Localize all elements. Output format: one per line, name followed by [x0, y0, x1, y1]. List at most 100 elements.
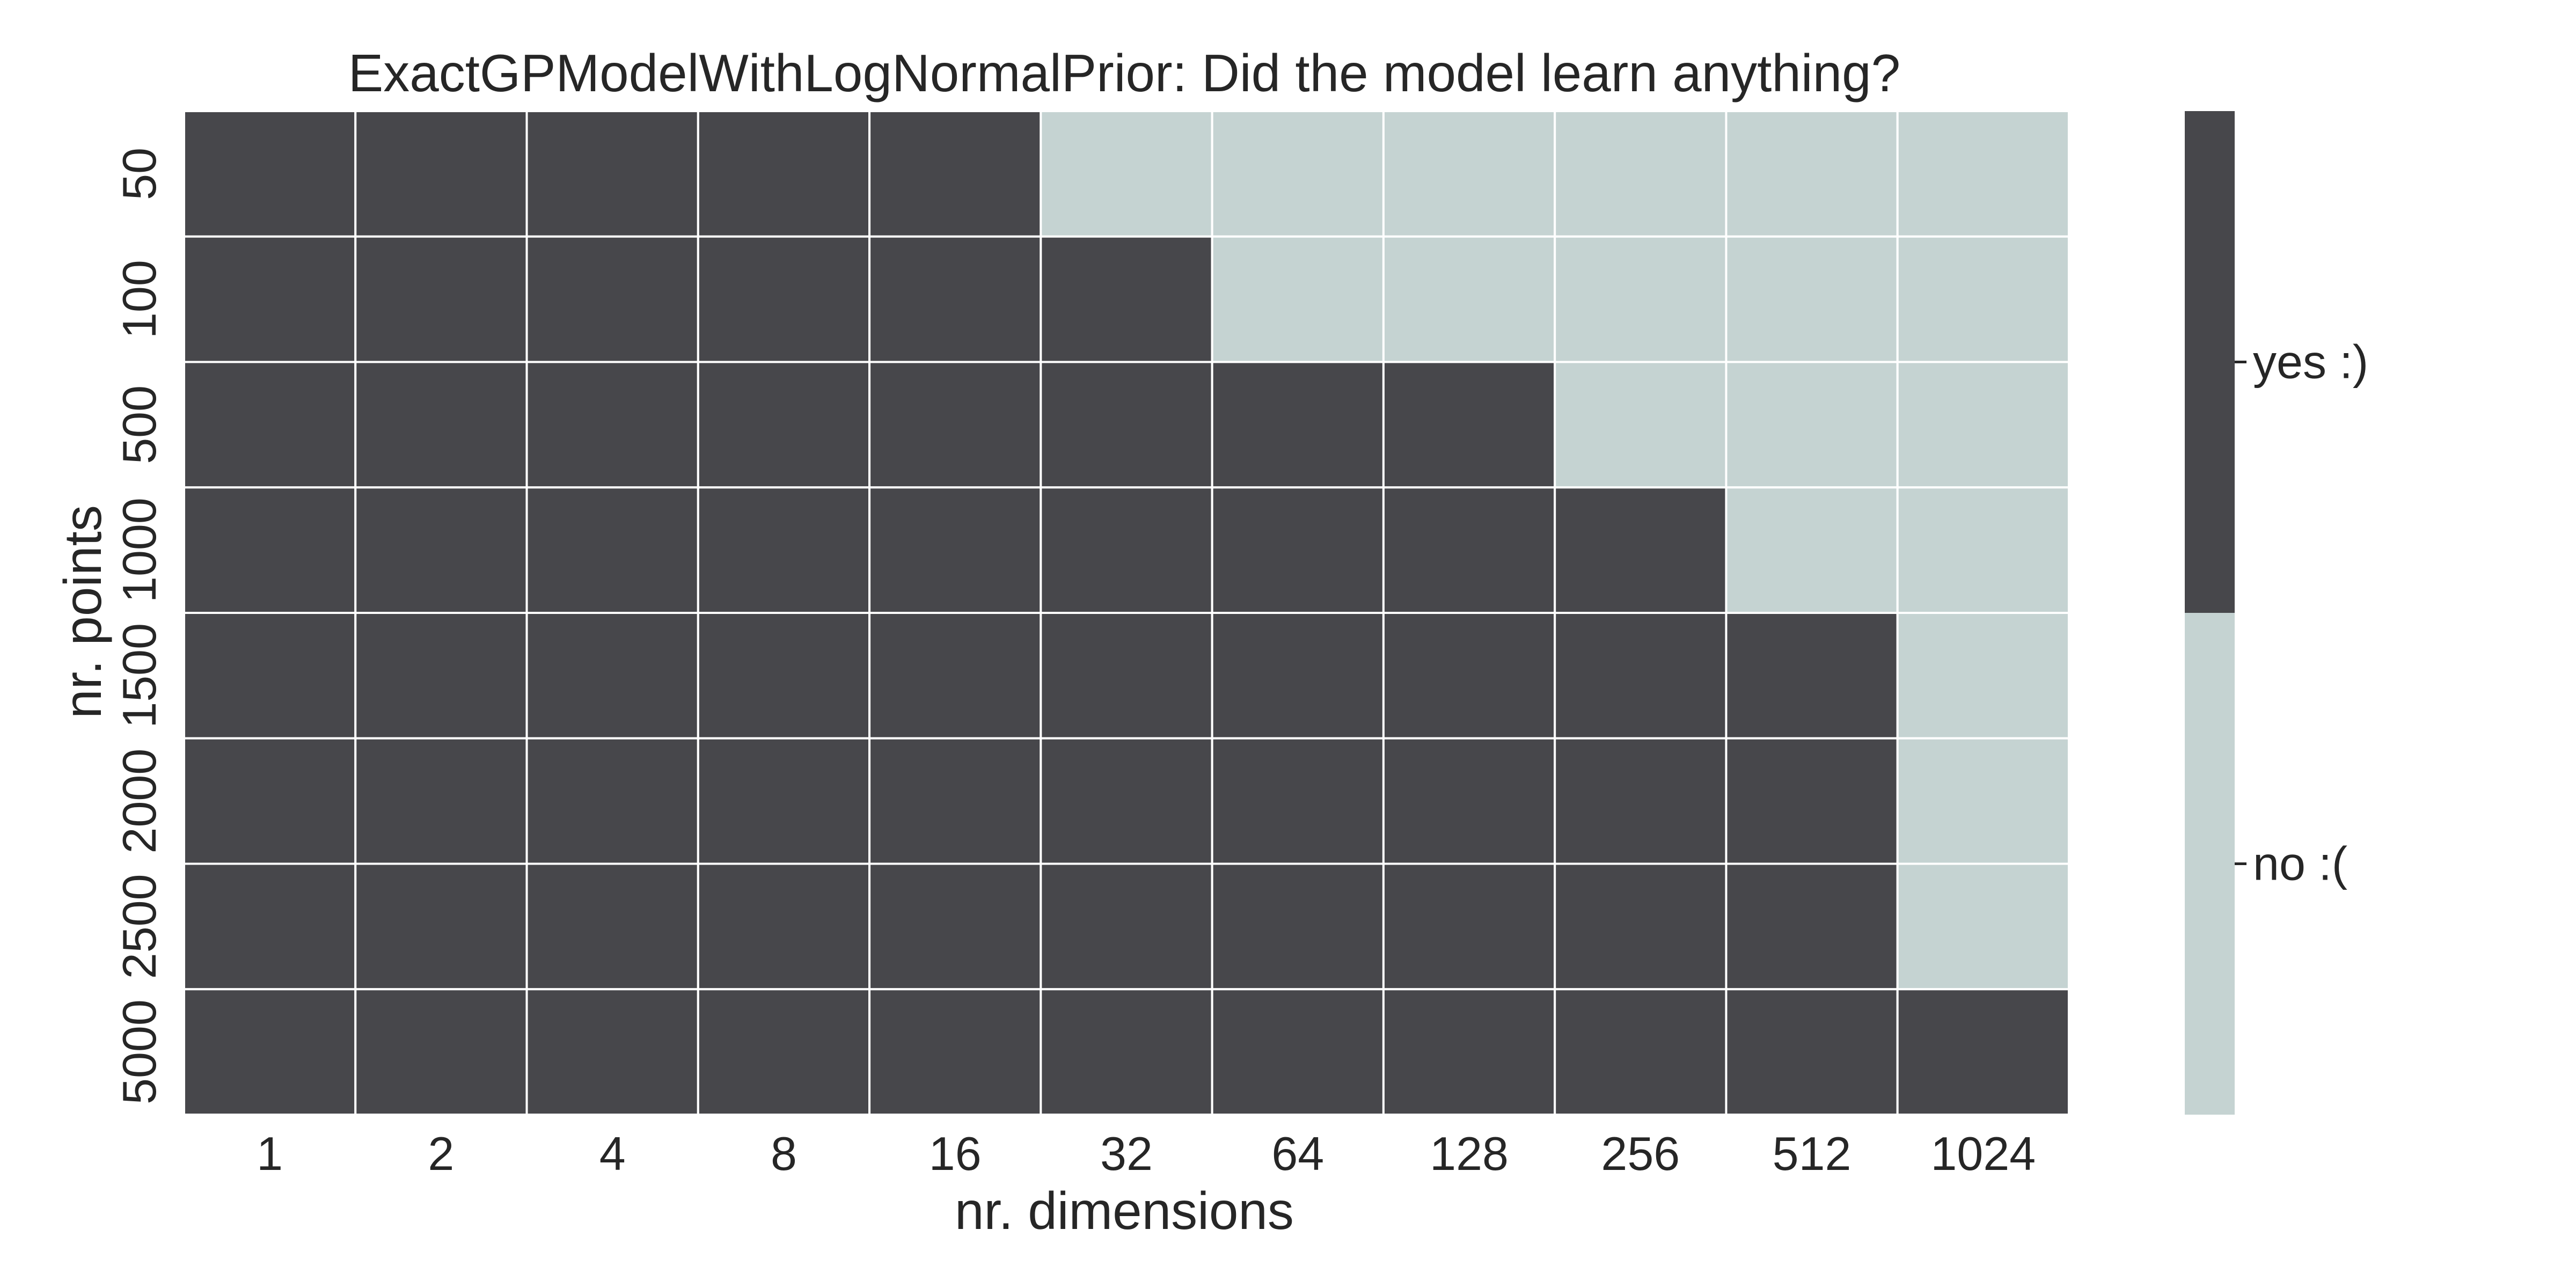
y-tick-label: 50	[113, 148, 166, 200]
heatmap-cell	[525, 235, 699, 363]
heatmap-cell	[1040, 361, 1213, 489]
heatmap-cell	[697, 235, 871, 363]
heatmap-cell	[1725, 612, 1899, 740]
y-tick-labels: 50 100 500 1000 1500 2000 2500 5000	[113, 148, 166, 1104]
heatmap-cell	[1554, 235, 1728, 363]
heatmap-cell	[868, 361, 1042, 489]
heatmap-cell	[1211, 988, 1385, 1116]
heatmap-cell	[868, 862, 1042, 991]
heatmap-cell	[183, 988, 357, 1116]
heatmap-cell	[1382, 235, 1556, 363]
heatmap-cell	[697, 862, 871, 991]
heatmap-cell	[1896, 988, 2070, 1116]
heatmap-cell	[525, 612, 699, 740]
heatmap-cell	[697, 612, 871, 740]
x-tick-label: 1024	[1930, 1127, 2036, 1180]
heatmap-cell	[697, 110, 871, 238]
y-tick-label: 2500	[113, 874, 166, 979]
heatmap-cell	[183, 862, 357, 991]
colorbar-label: no :(	[2253, 837, 2347, 890]
heatmap-cell	[1211, 361, 1385, 489]
x-tick-label: 32	[1100, 1127, 1153, 1180]
heatmap-cell	[1382, 862, 1556, 991]
heatmap-cell	[1896, 361, 2070, 489]
heatmap-cell	[1040, 988, 1213, 1116]
y-tick-label: 500	[113, 385, 166, 464]
colorbar-segment	[2185, 111, 2235, 613]
heatmap-cell	[1211, 486, 1385, 614]
heatmap-cell	[183, 361, 357, 489]
heatmap-cell	[1896, 110, 2070, 238]
heatmap-cell	[1382, 110, 1556, 238]
heatmap-cell	[525, 486, 699, 614]
x-tick-label: 4	[599, 1127, 626, 1180]
heatmap-cell	[1382, 737, 1556, 865]
heatmap-cell	[525, 988, 699, 1116]
heatmap-cell	[1554, 612, 1728, 740]
x-axis-label: nr. dimensions	[955, 1181, 1294, 1240]
heatmap-cell	[1382, 612, 1556, 740]
heatmap-cell	[354, 110, 528, 238]
heatmap-cell	[354, 862, 528, 991]
heatmap-cell	[1040, 612, 1213, 740]
heatmap-cell	[697, 988, 871, 1116]
heatmap-cell	[354, 612, 528, 740]
heatmap-cell	[1725, 235, 1899, 363]
x-tick-label: 512	[1773, 1127, 1851, 1180]
heatmap-cell	[868, 737, 1042, 865]
heatmap-cell	[697, 486, 871, 614]
heatmap-cell	[1382, 486, 1556, 614]
colorbar-segment	[2185, 613, 2235, 1115]
heatmap-cell	[183, 110, 357, 238]
heatmap-cell	[1554, 361, 1728, 489]
heatmap-cell	[1725, 361, 1899, 489]
heatmap-cell	[1554, 110, 1728, 238]
heatmap-cell	[1211, 737, 1385, 865]
heatmap-cell	[1211, 612, 1385, 740]
x-tick-label: 16	[929, 1127, 982, 1180]
x-tick-label: 256	[1601, 1127, 1680, 1180]
heatmap-cell	[1725, 486, 1899, 614]
heatmap-cell	[1211, 110, 1385, 238]
heatmap-cell	[183, 235, 357, 363]
y-tick-label: 1000	[113, 497, 166, 603]
x-tick-label: 64	[1271, 1127, 1324, 1180]
heatmap-cell	[1040, 486, 1213, 614]
heatmap-cell	[1896, 235, 2070, 363]
y-tick-label: 100	[113, 260, 166, 339]
heatmap-cell	[1725, 110, 1899, 238]
heatmap-cell	[525, 361, 699, 489]
heatmap-cell	[1554, 862, 1728, 991]
heatmap-cell	[1554, 988, 1728, 1116]
heatmap-cell	[1040, 737, 1213, 865]
heatmap-cell	[525, 862, 699, 991]
y-tick-label: 1500	[113, 623, 166, 728]
heatmap-cell	[1211, 862, 1385, 991]
x-tick-label: 1	[257, 1127, 283, 1180]
heatmap-cell	[1040, 110, 1213, 238]
heatmap-cell	[1382, 361, 1556, 489]
heatmap-cell	[1725, 862, 1899, 991]
heatmap-cell	[1554, 737, 1728, 865]
heatmap-cell	[1896, 612, 2070, 740]
heatmap-cell	[697, 737, 871, 865]
x-tick-label: 2	[428, 1127, 454, 1180]
heatmap-cell	[354, 361, 528, 489]
heatmap-cell	[868, 486, 1042, 614]
heatmap-cell	[183, 612, 357, 740]
heatmap-cell	[354, 988, 528, 1116]
heatmap-cell	[1040, 235, 1213, 363]
heatmap-cell	[183, 737, 357, 865]
heatmap-cell	[1725, 988, 1899, 1116]
heatmap-cell	[1725, 737, 1899, 865]
x-tick-labels: 1 2 4 8 16 32 64 128 256 512 1024	[257, 1127, 2036, 1180]
heatmap-cell	[1554, 486, 1728, 614]
heatmap-cell	[1896, 486, 2070, 614]
x-tick-label: 128	[1430, 1127, 1509, 1180]
heatmap-cell	[354, 235, 528, 363]
y-tick-label: 5000	[113, 999, 166, 1104]
heatmap-cell	[697, 361, 871, 489]
colorbar-label: yes :)	[2253, 335, 2368, 389]
heatmap-cell	[183, 486, 357, 614]
